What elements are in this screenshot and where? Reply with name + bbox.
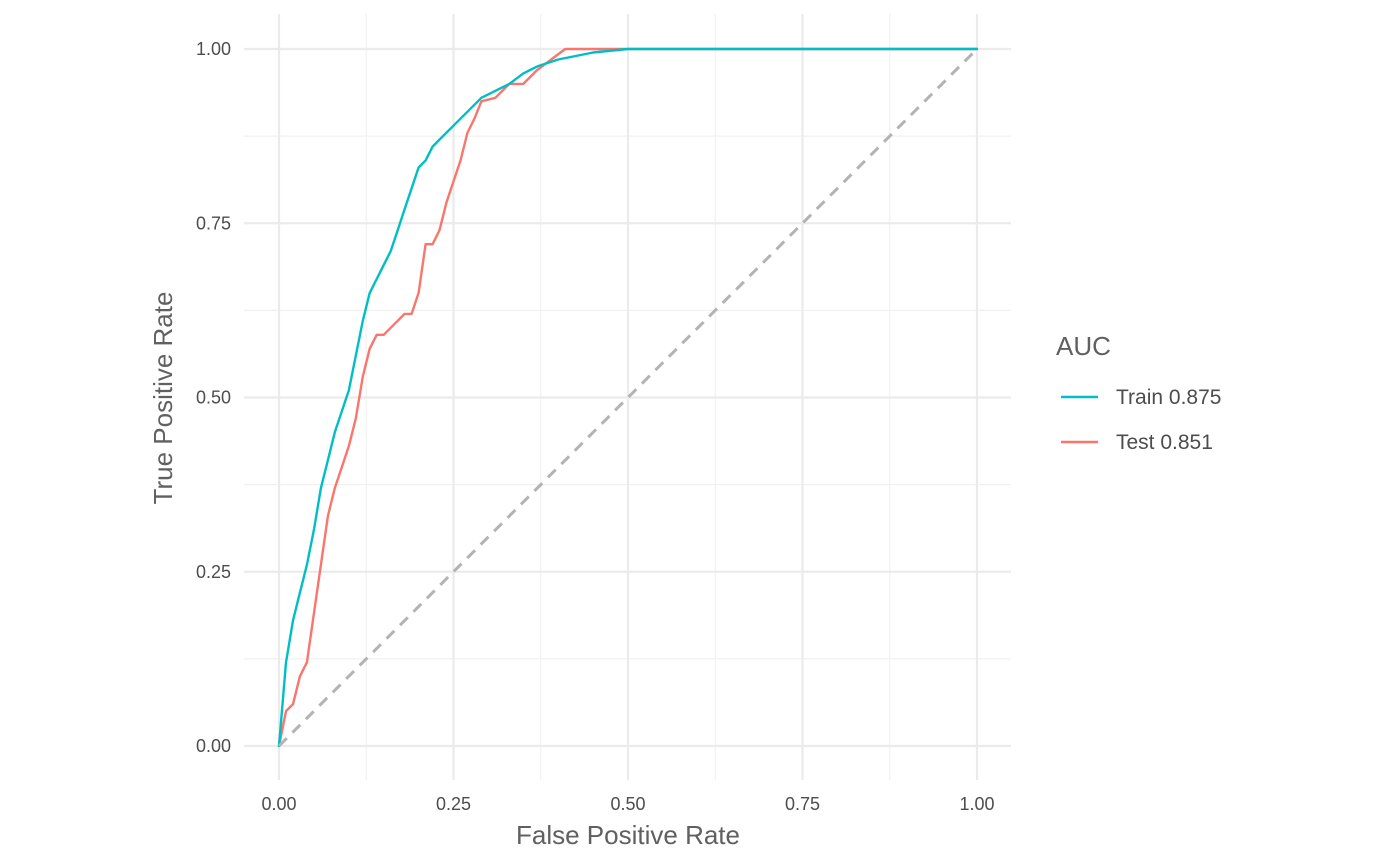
x-axis-title: False Positive Rate bbox=[516, 820, 740, 850]
legend-label-test: Test 0.851 bbox=[1116, 431, 1213, 454]
legend-title: AUC bbox=[1056, 331, 1111, 361]
y-axis-title: True Positive Rate bbox=[148, 292, 178, 505]
y-tick-label: 0.25 bbox=[196, 562, 231, 582]
legend-label-train: Train 0.875 bbox=[1116, 386, 1221, 409]
legend: AUC Train 0.875 Test 0.851 bbox=[1056, 331, 1221, 454]
x-tick-label: 0.75 bbox=[785, 794, 820, 814]
y-tick-label: 0.75 bbox=[196, 213, 231, 233]
y-tick-label: 0.00 bbox=[196, 736, 231, 756]
series-line-train bbox=[277, 47, 979, 748]
x-tick-label: 0.50 bbox=[610, 794, 645, 814]
x-tick-label: 0.25 bbox=[436, 794, 471, 814]
tick-labels: 0.00 0.25 0.50 0.75 1.00 0.00 0.25 0.50 0.75 1.00 bbox=[196, 39, 995, 814]
x-tick-label: 1.00 bbox=[959, 794, 994, 814]
x-tick-label: 0.00 bbox=[261, 794, 296, 814]
y-tick-label: 1.00 bbox=[196, 39, 231, 59]
y-tick-label: 0.50 bbox=[196, 388, 231, 408]
series-layer bbox=[277, 47, 979, 748]
reference-diagonal-line bbox=[277, 47, 979, 748]
series-line-test bbox=[277, 47, 979, 748]
